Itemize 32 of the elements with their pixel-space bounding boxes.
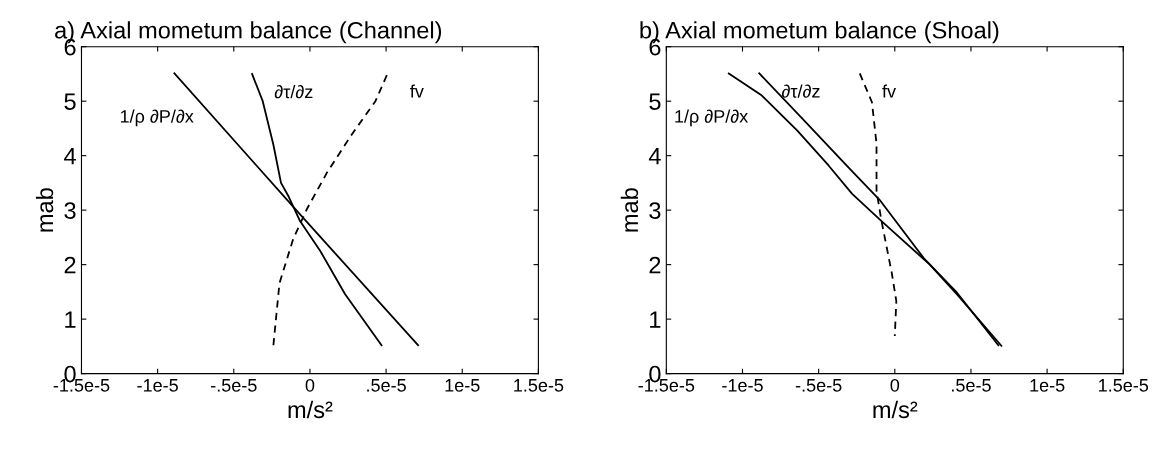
y-tick-label: 3 xyxy=(64,202,76,219)
x-tick-label: 0 xyxy=(305,378,315,392)
y-tick-label: 5 xyxy=(649,93,661,110)
y-tick-label: 1 xyxy=(650,311,661,328)
y-tick-label: 4 xyxy=(648,147,661,165)
y-tick-label: 4 xyxy=(64,147,76,165)
x-tick-label: -.5e-5 xyxy=(795,379,842,392)
x-tick-label: -.5e-5 xyxy=(211,379,257,392)
x-axis-title: m/s² xyxy=(873,400,918,419)
series-label: ∂τ/∂z xyxy=(781,84,820,98)
y-tick-label: 5 xyxy=(64,93,76,110)
y-tick-label: 2 xyxy=(64,256,76,274)
series-label: 1/ρ ∂P/∂x xyxy=(120,109,194,127)
y-axis-title: mab xyxy=(620,188,639,232)
series-label: ∂τ/∂z xyxy=(274,84,313,99)
y-tick-label: 1 xyxy=(65,311,76,328)
y-tick-label: 3 xyxy=(649,202,661,219)
x-tick-label: 0 xyxy=(890,378,900,392)
x-tick-label: 1.5e-5 xyxy=(1099,379,1149,392)
x-tick-label: 1.5e-5 xyxy=(514,379,564,392)
x-axis-title: m/s² xyxy=(288,400,333,419)
y-axis-title: mab xyxy=(35,188,54,232)
x-tick-label: .5e-5 xyxy=(952,379,991,392)
x-tick-label: -1e-5 xyxy=(137,379,178,392)
series-label: fv xyxy=(882,84,896,98)
x-tick-label: .5e-5 xyxy=(367,379,406,392)
series-label: fv xyxy=(410,84,424,98)
x-tick-label: 1e-5 xyxy=(445,379,480,392)
y-tick-label: 2 xyxy=(649,256,661,274)
series-label: 1/ρ ∂P/∂x xyxy=(675,109,749,127)
x-tick-label: -1e-5 xyxy=(722,379,763,392)
x-tick-label: 1e-5 xyxy=(1030,379,1065,392)
